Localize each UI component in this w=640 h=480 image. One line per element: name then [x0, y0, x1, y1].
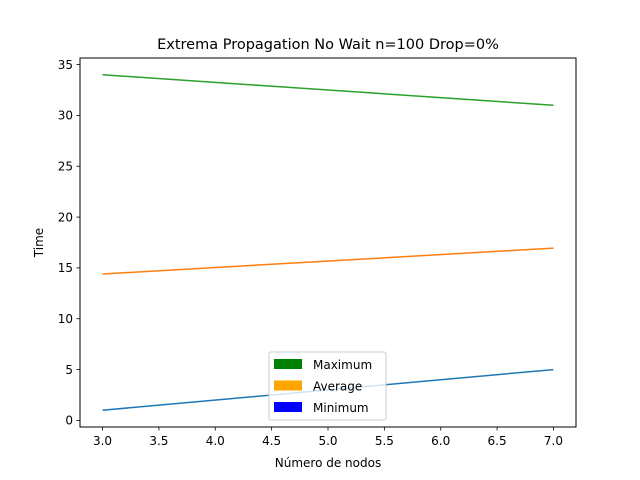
- x-tick-label: 6.0: [431, 434, 450, 448]
- chart-title: Extrema Propagation No Wait n=100 Drop=0…: [157, 37, 499, 53]
- series-line-1: [102, 247, 554, 275]
- x-tick-label: 3.0: [93, 434, 112, 448]
- series-line-0: [102, 74, 554, 107]
- legend-label: Average: [313, 380, 362, 394]
- y-axis-label: Time: [32, 228, 46, 258]
- y-tick-label: 20: [58, 210, 73, 224]
- y-tick-label: 15: [58, 261, 73, 275]
- y-tick-label: 35: [58, 58, 73, 72]
- x-axis-ticks: 3.0 3.5 4.0 4.5 5.0 5.5 6.0 6.5 7.0: [93, 427, 563, 448]
- x-tick-label: 6.5: [488, 434, 507, 448]
- y-tick-label: 10: [58, 312, 73, 326]
- x-tick-label: 7.0: [544, 434, 563, 448]
- x-tick-label: 5.5: [375, 434, 394, 448]
- legend-swatch: [274, 359, 302, 369]
- y-tick-label: 30: [58, 109, 73, 123]
- legend-label: Minimum: [313, 401, 369, 415]
- y-tick-label: 0: [65, 414, 73, 428]
- y-axis-ticks: 0 5 10 15 20 25 30 35: [58, 58, 80, 428]
- x-axis-label: Número de nodos: [275, 456, 381, 470]
- legend-swatch: [274, 402, 302, 412]
- y-tick-label: 25: [58, 159, 73, 173]
- y-tick-label: 5: [65, 363, 73, 377]
- legend: Maximum Average Minimum: [268, 351, 387, 421]
- x-tick-label: 3.5: [149, 434, 168, 448]
- x-tick-label: 5.0: [318, 434, 337, 448]
- x-tick-label: 4.0: [206, 434, 225, 448]
- legend-swatch: [274, 380, 302, 391]
- legend-label: Maximum: [313, 358, 372, 372]
- x-tick-label: 4.5: [262, 434, 281, 448]
